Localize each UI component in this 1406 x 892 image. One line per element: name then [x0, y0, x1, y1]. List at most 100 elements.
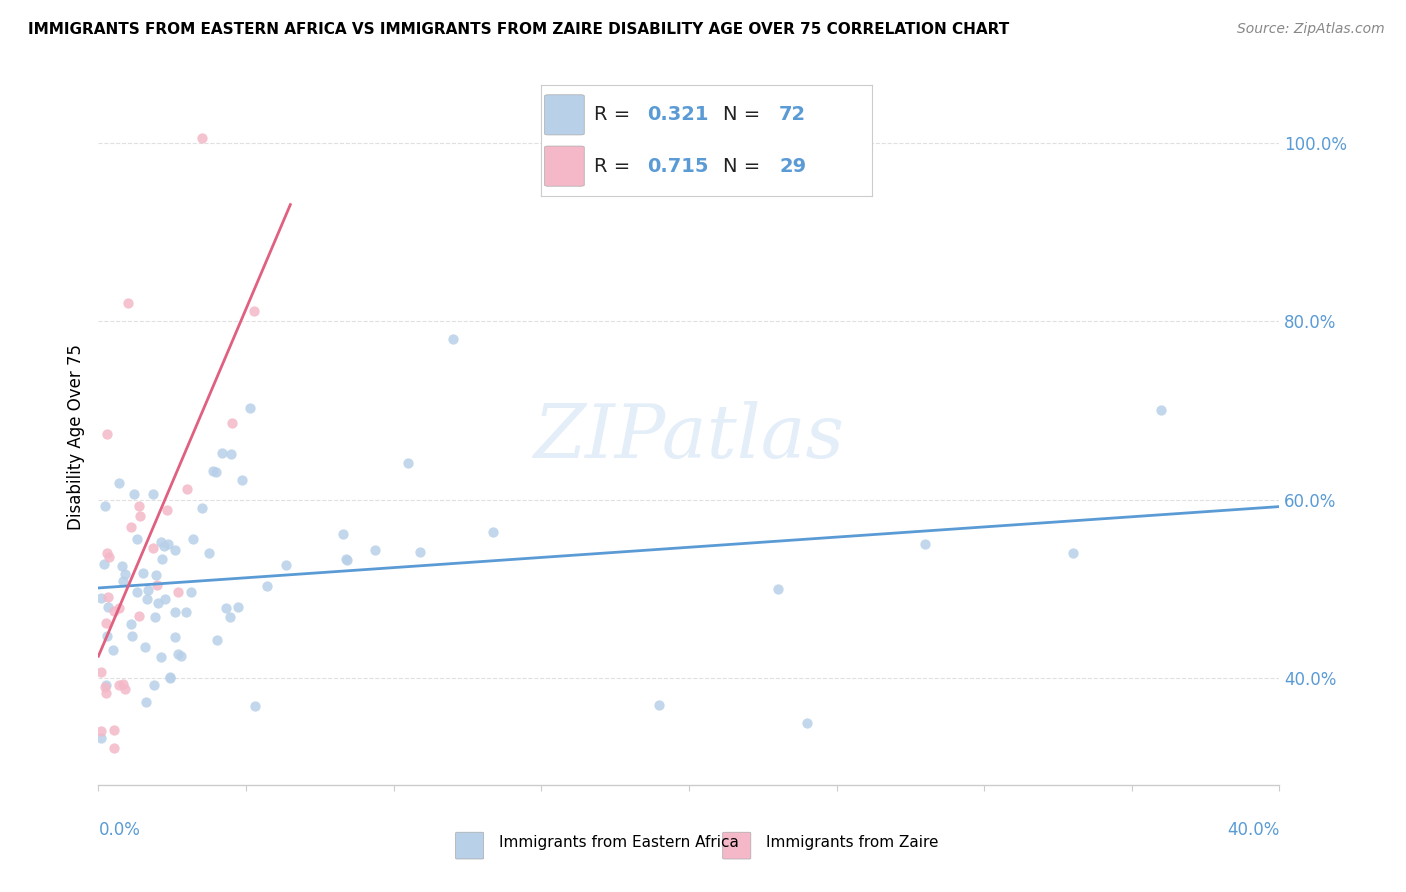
Text: 0.0%: 0.0% [98, 821, 141, 838]
Point [114, 682, 136, 697]
Point [127, 532, 149, 546]
Point [205, 465, 228, 479]
Point [1062, 546, 1084, 560]
Point [219, 446, 242, 460]
Point [152, 539, 174, 553]
Point [155, 502, 177, 516]
Point [155, 591, 177, 606]
Point [1150, 403, 1173, 417]
Point [112, 677, 135, 691]
Point [145, 567, 167, 582]
Point [120, 519, 142, 533]
Point [114, 567, 136, 582]
Point [181, 532, 204, 546]
Point [256, 579, 278, 593]
Point [766, 582, 789, 596]
Point [169, 648, 191, 663]
Point [648, 698, 671, 712]
Text: Immigrants from Eastern Africa: Immigrants from Eastern Africa [499, 836, 740, 850]
Point [149, 535, 172, 549]
Point [914, 537, 936, 551]
Point [221, 417, 243, 431]
Point [215, 600, 238, 615]
Text: N =: N = [723, 157, 766, 176]
Text: Immigrants from Zaire: Immigrants from Zaire [766, 836, 939, 850]
Point [167, 647, 190, 661]
Point [94, 680, 117, 694]
Point [96, 427, 118, 442]
Point [90, 591, 112, 605]
Point [128, 499, 150, 513]
Point [226, 599, 249, 614]
Point [103, 723, 125, 737]
Point [94, 616, 117, 631]
Point [132, 566, 155, 580]
Point [796, 715, 818, 730]
Point [481, 525, 503, 540]
Point [96, 546, 118, 560]
Text: 72: 72 [779, 105, 806, 124]
Point [166, 584, 188, 599]
Point [121, 630, 143, 644]
Point [96, 629, 118, 643]
Point [396, 457, 419, 471]
Point [243, 699, 266, 714]
Text: 0.321: 0.321 [647, 105, 709, 124]
Point [97, 600, 120, 615]
Point [134, 640, 156, 655]
Point [98, 549, 121, 564]
Point [276, 558, 298, 572]
Point [112, 574, 135, 588]
Point [94, 500, 117, 514]
Point [239, 401, 262, 416]
Point [90, 723, 112, 738]
Point [103, 604, 125, 618]
Point [163, 543, 186, 558]
Text: N =: N = [723, 105, 766, 124]
FancyBboxPatch shape [544, 95, 585, 135]
Point [90, 731, 112, 746]
Point [108, 601, 131, 615]
Point [242, 303, 264, 318]
Point [90, 665, 112, 679]
Point [201, 464, 224, 478]
Point [198, 547, 221, 561]
Point [145, 578, 167, 592]
Text: ZIPatlas: ZIPatlas [533, 401, 845, 474]
Text: 40.0%: 40.0% [1227, 821, 1279, 838]
Point [159, 671, 181, 685]
Point [142, 541, 165, 556]
Text: R =: R = [595, 157, 637, 176]
Point [120, 617, 142, 632]
Point [135, 695, 157, 709]
Point [149, 649, 172, 664]
Point [163, 606, 186, 620]
Point [441, 332, 464, 346]
Y-axis label: Disability Age Over 75: Disability Age Over 75 [67, 344, 86, 530]
Text: 29: 29 [779, 157, 806, 176]
Point [150, 552, 173, 566]
Point [136, 583, 159, 598]
Point [159, 670, 181, 684]
Point [211, 446, 233, 460]
Point [191, 131, 214, 145]
Point [125, 585, 148, 599]
Point [174, 606, 197, 620]
Point [364, 543, 387, 558]
Point [94, 678, 117, 692]
Point [180, 585, 202, 599]
Point [231, 473, 253, 487]
Point [111, 558, 134, 573]
Point [129, 509, 152, 524]
Point [97, 590, 120, 604]
Point [93, 558, 115, 572]
Point [176, 482, 198, 496]
Point [107, 678, 129, 692]
Point [122, 487, 145, 501]
Point [117, 296, 139, 310]
Point [103, 643, 125, 657]
Point [128, 609, 150, 624]
Point [336, 552, 359, 566]
Point [135, 592, 157, 607]
Point [143, 610, 166, 624]
